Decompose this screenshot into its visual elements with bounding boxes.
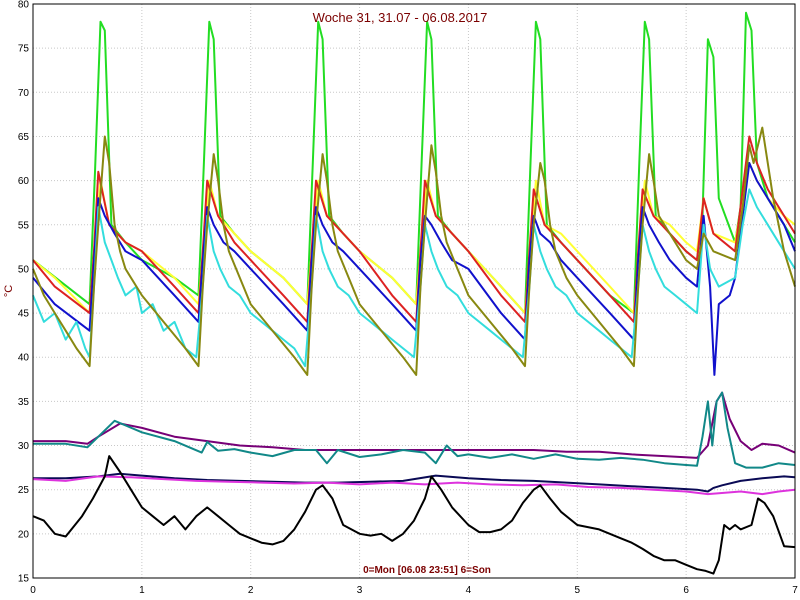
x-tick-label: 7 [792,585,798,596]
y-tick-label: 60 [18,176,30,187]
x-tick-label: 1 [139,585,145,596]
x-tick-label: 6 [683,585,689,596]
series-layer [32,11,796,575]
series-line-4 [32,162,796,376]
plot-frame [32,3,796,579]
x-axis-label: 0=Mon [06.08 23:51] 6=Son [363,565,491,576]
series-line-9 [33,472,796,493]
series-line-8 [33,391,796,469]
x-tick-label: 5 [575,585,581,596]
y-tick-label: 50 [18,264,30,275]
series-line-1 [32,11,796,315]
y-tick-label: 15 [18,574,30,585]
series-line-7 [33,391,796,459]
y-axis-label: °C [3,285,15,297]
series-line-6 [32,126,796,376]
grid-layer [32,3,796,579]
chart-title: Woche 31, 31.07 - 06.08.2017 [313,10,488,25]
y-tick-label: 25 [18,485,30,496]
x-tick-label: 4 [466,585,472,596]
series-line-5 [32,188,796,368]
x-tick-label: 3 [357,585,363,596]
y-tick-label: 70 [18,88,30,99]
y-tick-label: 45 [18,309,30,320]
series-line-3 [32,135,796,323]
series-line-2 [32,162,796,315]
series-line-11 [32,455,796,575]
y-tick-label: 55 [18,220,30,231]
y-tick-label: 35 [18,397,30,408]
x-tick-label: 0 [30,585,36,596]
y-tick-label: 75 [18,44,30,55]
x-tick-label: 2 [248,585,254,596]
y-tick-label: 80 [18,0,30,11]
y-tick-label: 20 [18,529,30,540]
y-tick-label: 65 [18,132,30,143]
y-tick-label: 30 [18,441,30,452]
y-tick-label: 40 [18,353,30,364]
series-line-10 [32,475,796,496]
